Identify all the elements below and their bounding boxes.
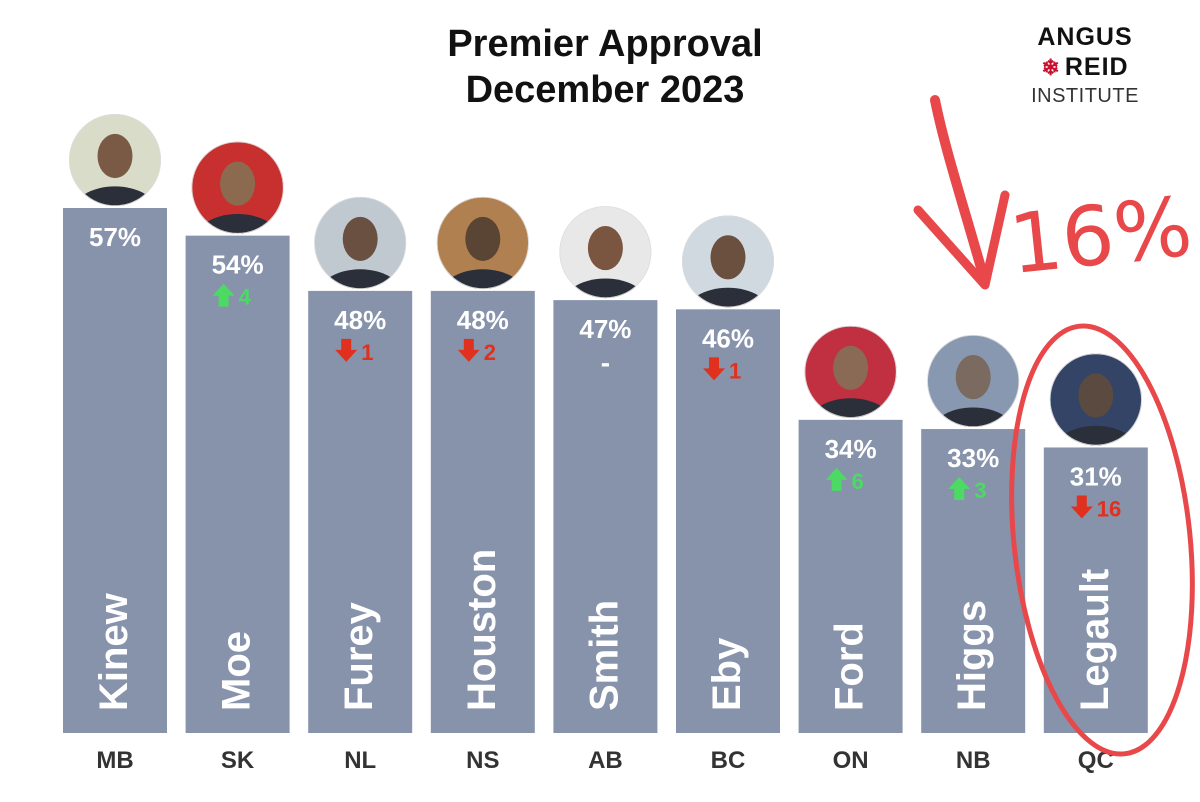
bar-nl <box>308 290 413 733</box>
value-label: 54% <box>212 250 264 280</box>
premier-portrait <box>191 141 284 234</box>
logo-line2: REID <box>1064 53 1129 81</box>
annotation-text: 16% <box>1005 180 1196 294</box>
bar-nb <box>921 429 1026 733</box>
value-label: 48% <box>334 305 386 335</box>
category-label: AB <box>588 747 623 774</box>
premier-name: Kinew <box>92 592 136 711</box>
chart-title-line2: December 2023 <box>465 69 745 111</box>
logo-line3: INSTITUTE <box>1031 85 1139 107</box>
premier-portrait <box>927 335 1020 428</box>
arrow-down-icon <box>335 338 358 362</box>
bar-bc <box>676 309 780 733</box>
premier-name: Ford <box>828 622 872 711</box>
bar-ab <box>553 300 658 733</box>
value-label: 47% <box>579 314 631 344</box>
premier-portrait <box>559 206 652 299</box>
value-label: 33% <box>947 443 999 473</box>
change-label: 3 <box>974 478 986 503</box>
change-label: - <box>601 347 610 378</box>
arrow-up-icon <box>825 467 848 491</box>
category-label: ON <box>833 747 869 774</box>
chart-title-line1: Premier Approval <box>447 23 763 65</box>
bar-qc <box>1043 447 1148 733</box>
change-label: 2 <box>484 340 496 365</box>
premier-name: Legault <box>1073 569 1117 711</box>
value-label: 57% <box>89 222 141 252</box>
category-label: NS <box>466 747 499 774</box>
bar-ns <box>430 290 535 733</box>
bar-mb <box>63 208 167 733</box>
change-label: 1 <box>729 358 741 383</box>
arrow-down-icon <box>457 338 480 362</box>
category-label: SK <box>221 747 255 774</box>
arrow-down-icon <box>1070 495 1093 519</box>
change-label: 6 <box>852 469 864 494</box>
premier-portrait <box>69 114 161 206</box>
change-label: 1 <box>361 340 373 365</box>
premier-portrait <box>682 215 774 308</box>
category-label: NB <box>956 747 991 774</box>
value-label: 31% <box>1070 461 1122 491</box>
category-label: MB <box>96 747 133 774</box>
change-label: 16 <box>1097 496 1121 521</box>
premier-name: Moe <box>215 631 259 711</box>
logo-line1: ANGUS <box>1037 23 1133 51</box>
arrow-up-icon <box>212 283 235 307</box>
premier-portrait <box>1049 353 1142 446</box>
premier-name: Houston <box>460 549 504 711</box>
bar-on <box>798 419 903 733</box>
annotation-arrow-shaft <box>930 95 990 287</box>
premier-name: Furey <box>337 601 381 711</box>
category-label: BC <box>711 747 746 774</box>
arrow-down-icon <box>703 357 725 381</box>
annotation-arrow-head <box>913 190 1010 290</box>
premier-name: Eby <box>705 637 749 711</box>
angus-reid-logo: ANGUS ❄ REID INSTITUTE <box>1010 22 1160 109</box>
category-label: NL <box>344 747 376 774</box>
arrow-up-icon <box>948 477 971 501</box>
value-label: 48% <box>457 305 509 335</box>
premier-name: Higgs <box>950 600 994 711</box>
change-label: 4 <box>239 285 252 310</box>
value-label: 34% <box>825 434 877 464</box>
annotation-circle <box>1009 323 1195 757</box>
bar-sk <box>185 235 290 733</box>
premier-portrait <box>314 196 407 289</box>
maple-leaf-icon: ❄ <box>1041 55 1061 80</box>
value-label: 46% <box>702 323 754 353</box>
premier-name: Smith <box>582 600 626 711</box>
premier-portrait <box>804 325 897 418</box>
premier-portrait <box>436 196 529 289</box>
